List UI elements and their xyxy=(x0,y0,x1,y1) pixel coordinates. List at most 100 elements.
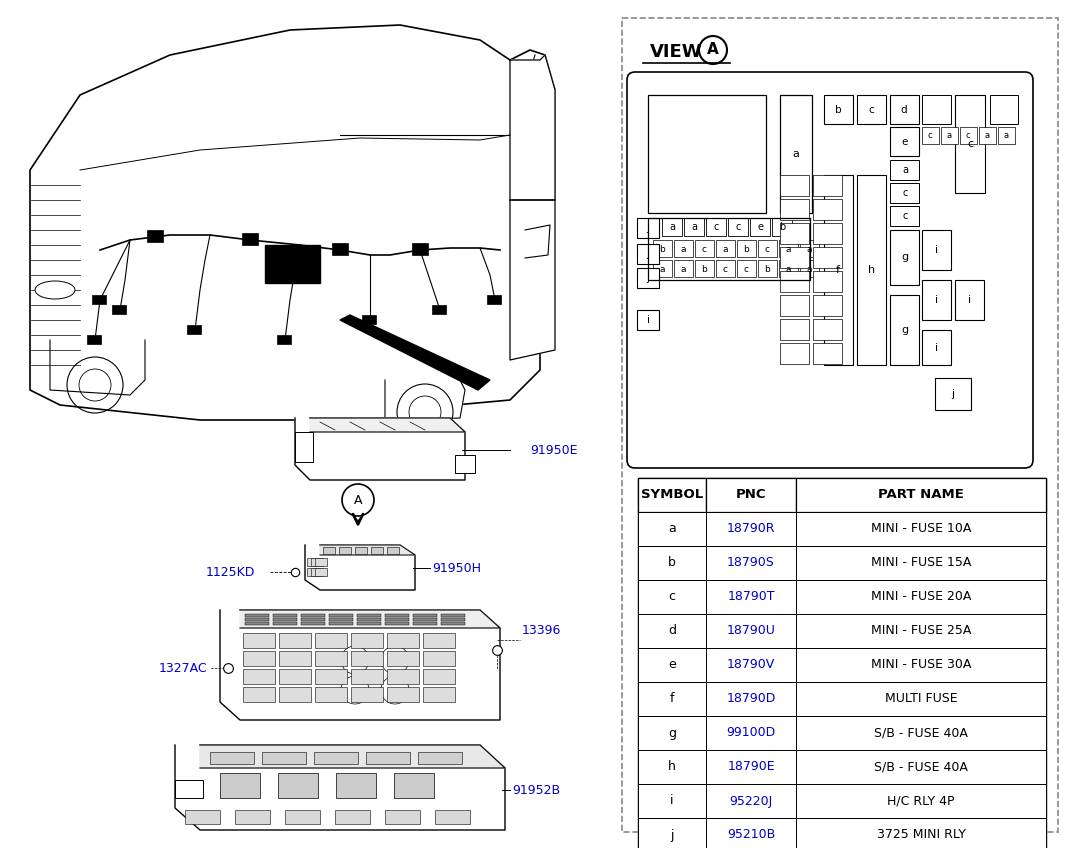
Bar xyxy=(311,568,323,576)
Polygon shape xyxy=(240,610,500,628)
Bar xyxy=(301,614,325,617)
Text: i: i xyxy=(647,315,649,325)
Text: c: c xyxy=(713,222,719,232)
Text: b: b xyxy=(659,244,665,254)
Bar xyxy=(695,260,714,277)
Bar xyxy=(357,622,381,625)
Polygon shape xyxy=(220,610,500,720)
Bar xyxy=(780,199,809,220)
Bar xyxy=(890,127,919,156)
Text: a: a xyxy=(785,265,790,274)
Text: b: b xyxy=(779,222,785,232)
Bar xyxy=(824,95,853,124)
Text: 91950H: 91950H xyxy=(432,561,481,574)
Bar xyxy=(92,295,106,304)
Bar xyxy=(648,95,766,213)
Bar xyxy=(706,750,796,784)
Bar xyxy=(922,127,939,144)
Bar xyxy=(280,669,311,684)
Text: f: f xyxy=(669,693,675,706)
Bar xyxy=(796,750,1046,784)
Bar xyxy=(796,478,1046,512)
Bar xyxy=(758,240,776,257)
Polygon shape xyxy=(510,55,555,200)
Polygon shape xyxy=(295,418,465,480)
Bar xyxy=(674,240,693,257)
Text: b: b xyxy=(668,556,676,570)
Bar xyxy=(387,547,399,554)
Text: a: a xyxy=(691,222,697,232)
Bar xyxy=(706,784,796,818)
Polygon shape xyxy=(525,225,550,258)
Bar xyxy=(796,682,1046,716)
Text: 91952B: 91952B xyxy=(512,784,560,796)
Bar xyxy=(280,651,311,666)
Bar xyxy=(779,260,798,277)
Bar xyxy=(329,622,353,625)
Bar xyxy=(706,682,796,716)
Bar xyxy=(277,335,291,344)
Bar xyxy=(351,651,383,666)
Bar xyxy=(307,558,319,566)
Text: SYMBOL: SYMBOL xyxy=(640,488,704,501)
Bar xyxy=(935,378,971,410)
Bar xyxy=(780,95,812,213)
Bar xyxy=(357,618,381,621)
Bar xyxy=(638,818,706,848)
Text: 91950E: 91950E xyxy=(530,444,577,456)
Bar xyxy=(813,247,842,268)
Bar xyxy=(187,325,201,334)
Bar xyxy=(185,810,220,824)
Text: 18790E: 18790E xyxy=(727,761,774,773)
Bar xyxy=(315,651,347,666)
Bar xyxy=(638,546,706,580)
Bar xyxy=(780,343,809,364)
Polygon shape xyxy=(310,418,465,432)
Polygon shape xyxy=(305,545,414,590)
Bar xyxy=(637,310,659,330)
Text: b: b xyxy=(743,244,749,254)
Bar xyxy=(780,319,809,340)
Bar xyxy=(441,622,465,625)
Bar xyxy=(941,127,957,144)
Bar xyxy=(315,568,327,576)
Text: c: c xyxy=(736,222,741,232)
Bar xyxy=(637,218,659,238)
Bar xyxy=(432,305,446,314)
Bar xyxy=(796,818,1046,848)
Polygon shape xyxy=(30,25,555,420)
Bar xyxy=(796,784,1046,818)
Bar xyxy=(413,622,437,625)
Bar xyxy=(384,622,409,625)
Text: a: a xyxy=(785,244,790,254)
Text: f: f xyxy=(836,265,840,275)
Text: 1327AC: 1327AC xyxy=(159,661,207,674)
Bar xyxy=(796,546,1046,580)
Text: b: b xyxy=(764,265,770,274)
Bar xyxy=(706,716,796,750)
Bar xyxy=(435,810,470,824)
Text: MINI - FUSE 25A: MINI - FUSE 25A xyxy=(871,624,971,638)
Bar xyxy=(653,240,672,257)
Text: PART NAME: PART NAME xyxy=(878,488,964,501)
Bar xyxy=(340,547,351,554)
Text: a: a xyxy=(680,244,685,254)
Bar xyxy=(800,240,819,257)
Bar xyxy=(147,230,163,242)
Bar xyxy=(813,175,842,196)
Bar xyxy=(960,127,977,144)
Polygon shape xyxy=(175,745,506,830)
Bar xyxy=(716,260,735,277)
Text: a: a xyxy=(902,165,908,175)
Bar xyxy=(706,648,796,682)
Bar xyxy=(245,614,269,617)
Text: A: A xyxy=(353,494,362,506)
Bar xyxy=(394,773,434,798)
Text: i: i xyxy=(670,795,674,807)
Text: 1125KD: 1125KD xyxy=(206,566,255,578)
Text: 18790S: 18790S xyxy=(727,556,775,570)
Bar xyxy=(922,330,951,365)
Text: VIEW: VIEW xyxy=(650,43,703,61)
Bar xyxy=(998,127,1015,144)
Bar xyxy=(638,512,706,546)
